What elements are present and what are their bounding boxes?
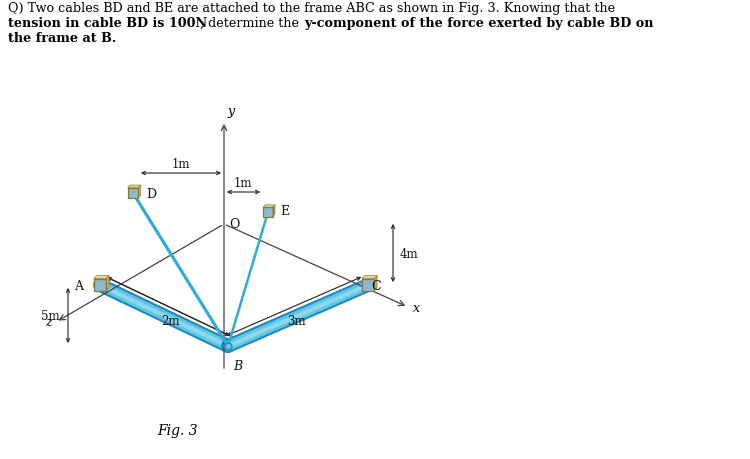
Text: 4m: 4m — [400, 247, 418, 260]
Polygon shape — [94, 279, 106, 291]
Text: 2m: 2m — [161, 314, 179, 327]
Text: 3m: 3m — [286, 314, 305, 327]
Text: the frame at B.: the frame at B. — [8, 32, 116, 45]
Text: 1m: 1m — [234, 177, 252, 190]
Text: y-component of the force exerted by cable BD on: y-component of the force exerted by cabl… — [304, 17, 653, 30]
Text: C: C — [371, 279, 380, 292]
Text: y: y — [227, 105, 234, 118]
Text: 5m: 5m — [41, 309, 60, 322]
Polygon shape — [263, 208, 273, 217]
Polygon shape — [128, 186, 141, 188]
Text: E: E — [280, 205, 290, 218]
Text: D: D — [146, 187, 156, 200]
Polygon shape — [106, 276, 109, 291]
Polygon shape — [362, 276, 377, 279]
Text: , determine the: , determine the — [200, 17, 303, 30]
Polygon shape — [374, 276, 377, 291]
Text: Fig. 3: Fig. 3 — [158, 423, 198, 437]
Polygon shape — [94, 276, 109, 279]
Text: tension in cable BD is 100N: tension in cable BD is 100N — [8, 17, 207, 30]
Polygon shape — [128, 188, 138, 198]
Polygon shape — [263, 205, 275, 208]
Text: Q) Two cables BD and BE are attached to the frame ABC as shown in Fig. 3. Knowin: Q) Two cables BD and BE are attached to … — [8, 2, 615, 15]
Text: A: A — [74, 279, 83, 292]
Polygon shape — [138, 186, 141, 198]
Text: B: B — [233, 359, 242, 372]
Text: O: O — [229, 218, 239, 231]
Polygon shape — [273, 205, 275, 217]
Text: x: x — [413, 301, 420, 314]
Polygon shape — [362, 279, 374, 291]
Text: z: z — [45, 316, 52, 329]
Text: 1m: 1m — [172, 157, 190, 171]
